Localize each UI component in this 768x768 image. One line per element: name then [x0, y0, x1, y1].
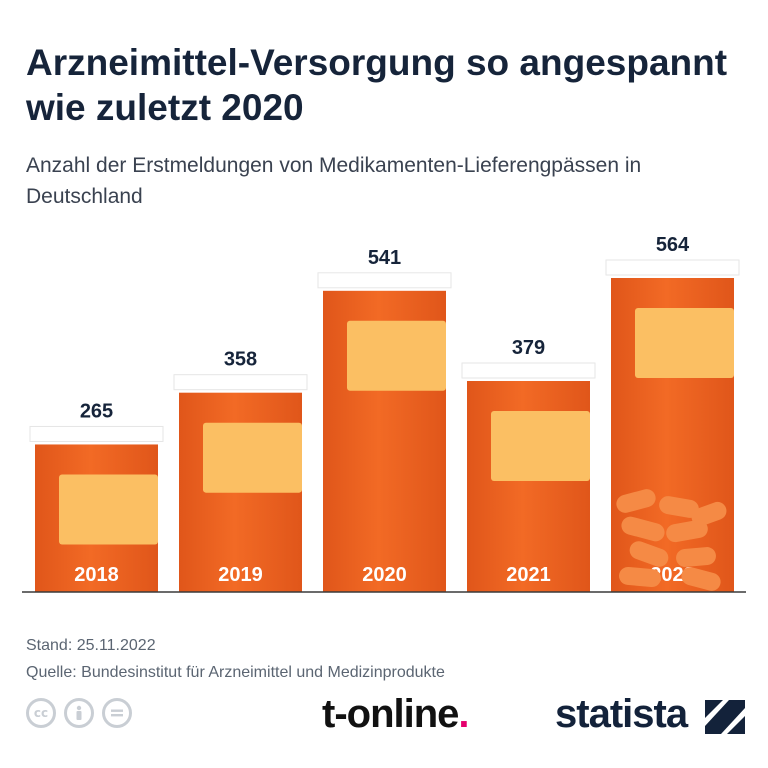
pill-decoration: [676, 547, 716, 567]
tonline-dot: .: [458, 692, 469, 736]
category-label: 2018: [74, 564, 119, 586]
tonline-wordmark: t-online: [322, 692, 459, 736]
bar-label-patch: [59, 474, 158, 545]
nd-icon[interactable]: [102, 698, 132, 728]
bar-label-patch: [635, 308, 734, 378]
value-label: 379: [512, 337, 545, 359]
bar-cap: [461, 362, 596, 379]
pill-decoration: [666, 519, 708, 543]
footer-date: Stand: 25.11.2022: [26, 637, 156, 654]
by-icon[interactable]: [64, 698, 94, 728]
value-label: 541: [368, 247, 401, 269]
bar-label-patch: [203, 422, 302, 493]
bar-label-patch: [347, 320, 446, 391]
license-icons: cc: [26, 698, 132, 728]
chart-subtitle: Anzahl der Erstmeldungen von Medikamente…: [26, 154, 642, 208]
footer-source: Quelle: Bundesinstitut für Arzneimittel …: [26, 664, 445, 681]
pill-decoration: [616, 489, 656, 513]
statista-mark-icon: [705, 700, 745, 734]
bar-label-patch: [491, 410, 590, 481]
bar-cap: [29, 425, 164, 442]
chart-title: Arzneimittel-Versorgung so angespannt wi…: [26, 42, 728, 128]
category-label: 2019: [218, 564, 263, 586]
value-label: 265: [80, 400, 113, 422]
category-label: 2021: [506, 564, 551, 586]
cc-icon[interactable]: cc: [26, 698, 56, 728]
bar-cap: [605, 259, 740, 276]
pill-decoration: [681, 567, 721, 591]
value-label: 358: [224, 349, 257, 371]
category-label: 2020: [362, 564, 407, 586]
statista-logo[interactable]: statista: [555, 692, 688, 736]
value-label: 564: [656, 234, 690, 256]
bar-cap: [317, 272, 452, 289]
pill-decoration: [619, 566, 661, 588]
bar-cap: [173, 374, 308, 391]
pill-decoration: [621, 516, 665, 542]
pill-decoration: [629, 541, 669, 567]
tonline-logo[interactable]: t-online.: [322, 692, 470, 737]
pill-decoration: [659, 496, 699, 518]
